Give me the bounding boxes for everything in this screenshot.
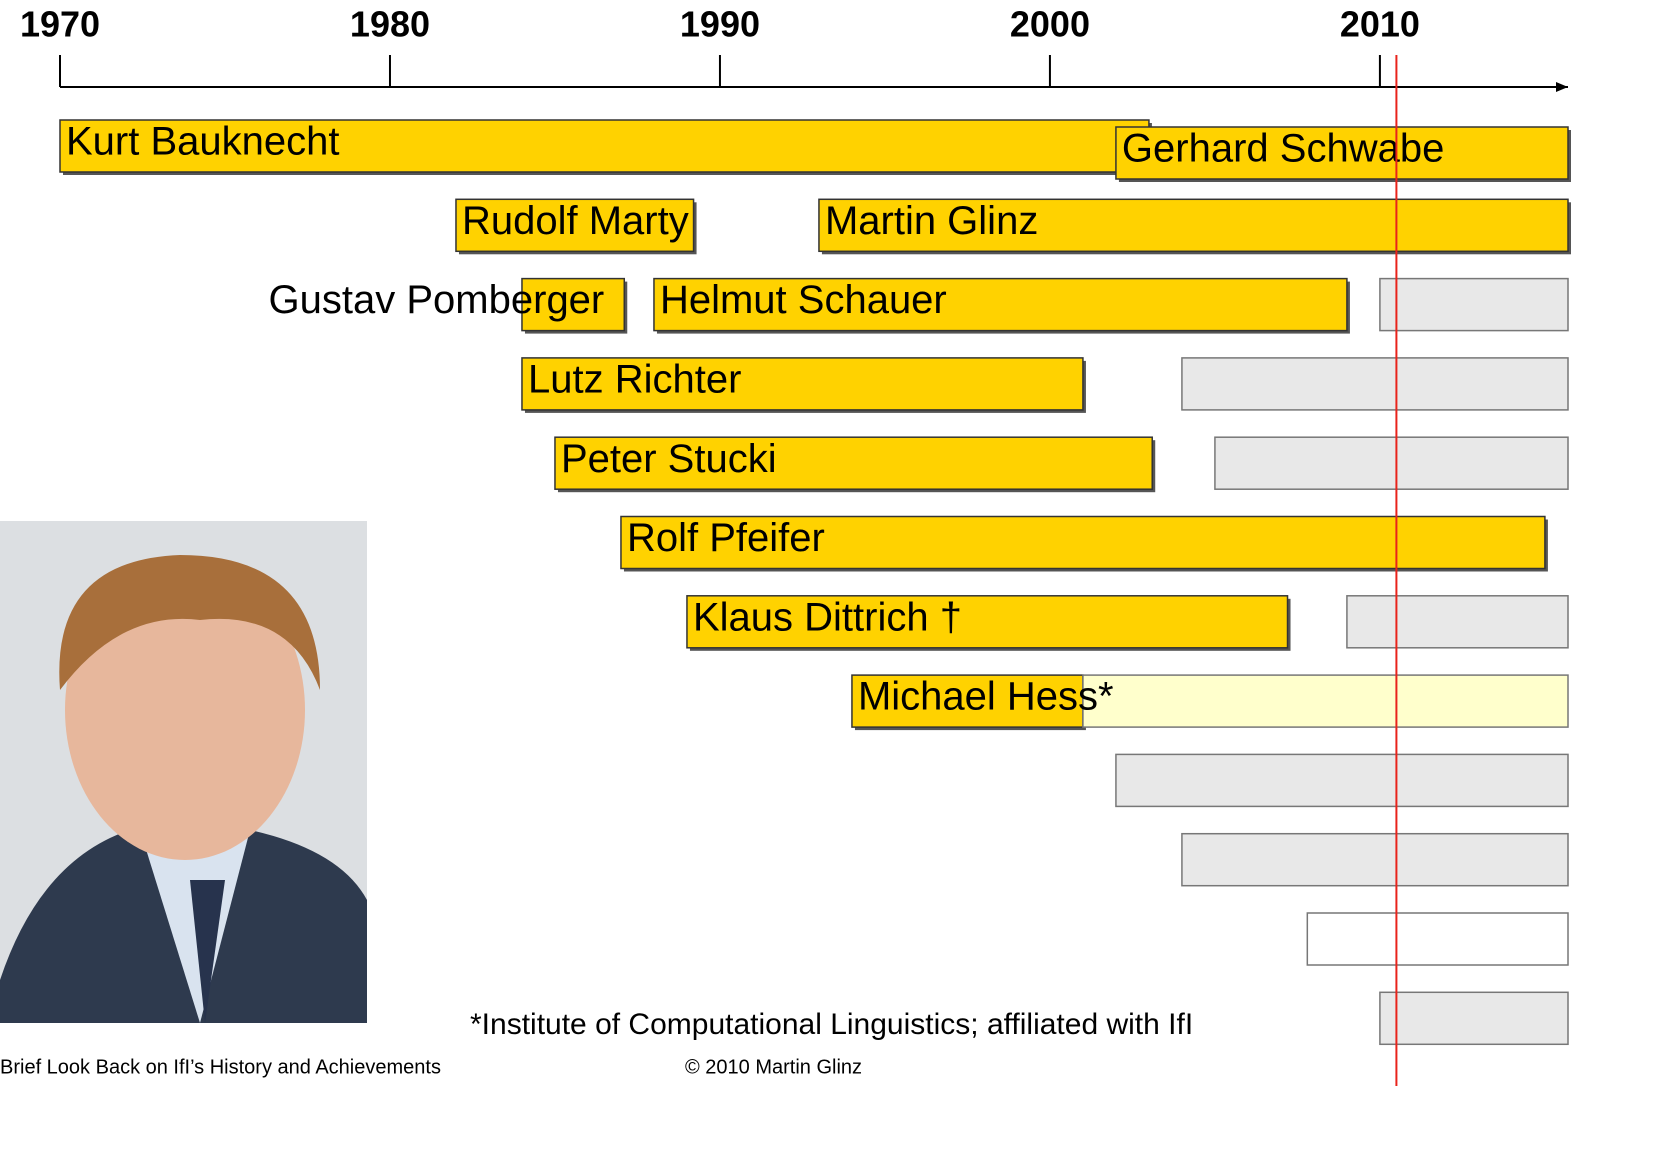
bar: [1115, 126, 1569, 180]
bar: [1082, 674, 1569, 728]
x-tick-label: 2010: [1340, 4, 1420, 45]
bar: [818, 198, 1569, 253]
bar: [1379, 991, 1569, 1046]
bar: [521, 357, 1084, 411]
bar: [1181, 357, 1569, 411]
bar: [653, 277, 1348, 332]
bar-label: Rudolf Marty: [462, 199, 689, 243]
bar-label: Rolf Pfeifer: [627, 516, 825, 560]
footnote: *Institute of Computational Linguistics;…: [470, 1008, 1193, 1041]
bar: [620, 515, 1546, 570]
photo: [0, 521, 367, 1023]
bar: [554, 436, 1153, 490]
bar: [1115, 753, 1569, 808]
axis-arrow: [1556, 82, 1568, 92]
footer-left: Brief Look Back on IfI’s History and Ach…: [0, 1056, 441, 1078]
x-tick-label: 1980: [350, 4, 430, 45]
bar: [1346, 595, 1569, 649]
bar-label: Michael Hess*: [858, 675, 1114, 719]
bar-label: Lutz Richter: [528, 357, 741, 401]
bar-label: Martin Glinz: [825, 199, 1038, 243]
x-tick-label: 1970: [20, 4, 100, 45]
bar: [455, 198, 695, 253]
bar: [1306, 912, 1569, 966]
x-tick-label: 2000: [1010, 4, 1090, 45]
bar-label: Gerhard Schwabe: [1122, 127, 1444, 171]
bar: [59, 119, 1150, 173]
bar: [1214, 436, 1569, 490]
bar-label: Kurt Bauknecht: [66, 120, 340, 164]
x-tick-label: 1990: [680, 4, 760, 45]
footer-center: © 2010 Martin Glinz: [685, 1056, 862, 1078]
bar: [1379, 277, 1569, 332]
bar: [521, 277, 626, 332]
bar: [1181, 832, 1569, 887]
bar-label: Peter Stucki: [561, 437, 777, 481]
bar-label: Gustav Pomberger: [269, 278, 605, 322]
bar: [686, 595, 1289, 649]
bar-label: Helmut Schauer: [660, 278, 947, 322]
bar-label: Klaus Dittrich †: [693, 595, 962, 639]
